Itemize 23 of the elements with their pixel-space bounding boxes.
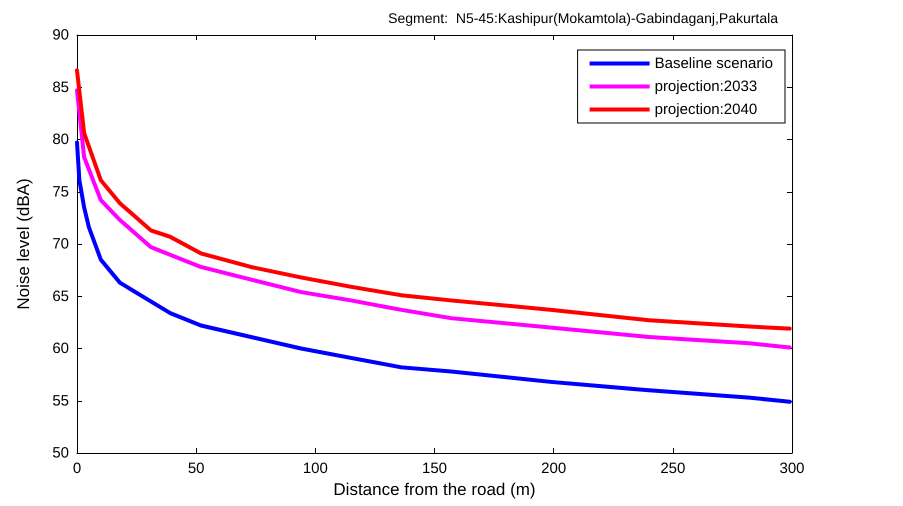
x-tick-label: 150 — [422, 460, 448, 477]
y-tick-label: 55 — [52, 392, 69, 410]
chart-title: Segment: N5-45:Kashipur(Mokamtola)-Gabindaganj,Pakurtala — [388, 10, 778, 26]
x-tick-label: 250 — [660, 460, 686, 477]
y-tick-label: 60 — [52, 340, 69, 357]
line-series — [75, 140, 792, 404]
legend-label: projection:2040 — [654, 101, 758, 118]
legend-label: Baseline scenario — [654, 55, 774, 72]
legend-label: projection:2033 — [654, 78, 758, 95]
y-tick-label: 65 — [52, 288, 69, 305]
x-tick-label: 0 — [72, 460, 82, 477]
x-tick-label: 100 — [302, 460, 328, 477]
y-tick-label: 80 — [52, 131, 69, 148]
x-tick-label: 200 — [541, 460, 566, 477]
x-tick-label: 50 — [188, 460, 205, 477]
x-axis-title: Distance from the road (m) — [333, 480, 536, 499]
y-axis-title: Noise level (dBA) — [14, 178, 33, 310]
y-tick-label: 90 — [52, 26, 69, 44]
y-tick-label: 50 — [52, 444, 69, 462]
y-tick-label: 85 — [52, 78, 69, 96]
y-tick-label: 75 — [52, 183, 69, 200]
y-tick-label: 70 — [52, 236, 69, 252]
x-tick-label: 300 — [779, 460, 805, 477]
